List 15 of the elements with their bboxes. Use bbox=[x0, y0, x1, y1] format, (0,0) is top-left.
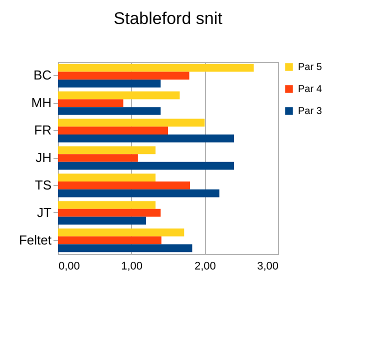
legend-label: Par 3 bbox=[298, 106, 322, 117]
legend-label: Par 4 bbox=[298, 84, 322, 95]
y-tick-label: JT bbox=[37, 204, 52, 220]
y-tick-label: TS bbox=[34, 177, 52, 192]
x-tick-label: 1,00 bbox=[121, 260, 143, 272]
x-tick-label: 2,00 bbox=[194, 260, 216, 272]
chart-title: Stableford snit bbox=[114, 9, 223, 28]
y-tick-label: Feltet bbox=[18, 232, 52, 248]
x-tick-label: 3,00 bbox=[257, 260, 278, 272]
y-tick-label: FR bbox=[34, 122, 52, 138]
x-tick-label: 0,00 bbox=[58, 260, 80, 272]
y-tick-label: BC bbox=[33, 68, 52, 83]
y-tick-label: MH bbox=[31, 95, 52, 110]
y-tick-label: JH bbox=[36, 150, 52, 165]
legend-label: Par 5 bbox=[298, 62, 322, 73]
